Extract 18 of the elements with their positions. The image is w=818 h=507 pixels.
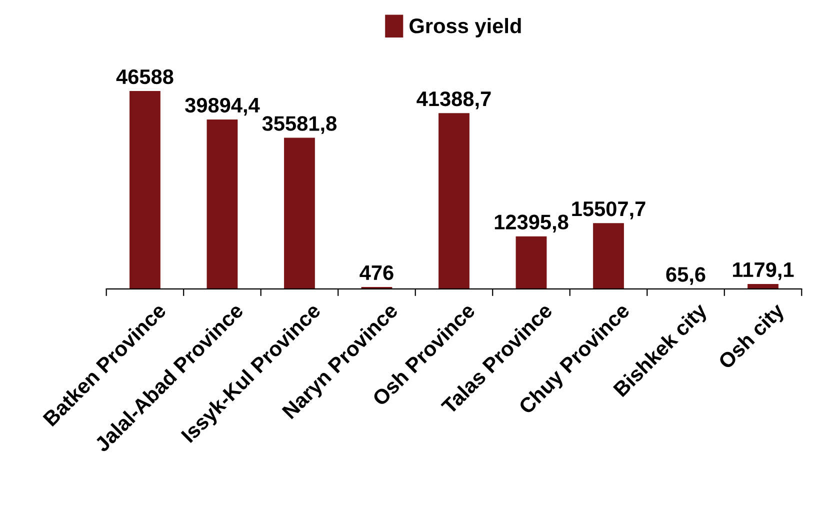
data-label: 46588 <box>116 69 174 84</box>
data-label: 39894,4 <box>185 98 260 116</box>
data-label: 12395,8 <box>494 214 568 232</box>
bar <box>593 223 624 289</box>
data-label: 35581,8 <box>262 116 336 134</box>
legend-label: Gross yield <box>410 18 521 38</box>
data-label: 15507,7 <box>572 201 646 220</box>
bar <box>516 236 547 289</box>
data-label: 65,6 <box>666 267 706 285</box>
bar <box>438 113 470 289</box>
bar <box>206 119 238 289</box>
bar <box>130 91 160 289</box>
data-label: 41388,7 <box>416 91 491 110</box>
data-label: 1179,1 <box>733 262 794 280</box>
x-tick-label: Osh city <box>717 302 788 373</box>
bar <box>284 138 315 289</box>
bar <box>748 284 778 289</box>
data-label: 476 <box>360 265 394 280</box>
